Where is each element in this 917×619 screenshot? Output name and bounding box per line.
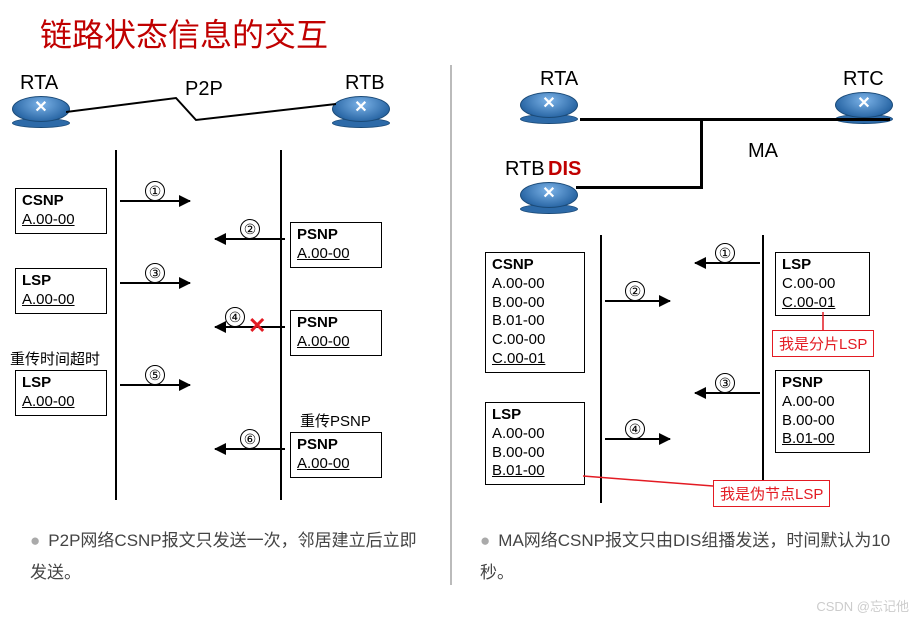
box-line: B.00-00 — [782, 412, 863, 431]
box-line: C.00-00 — [782, 275, 863, 294]
box-header: LSP — [782, 256, 863, 275]
box-line: B.00-00 — [492, 444, 578, 463]
callout-pseudo: 我是伪节点LSP — [713, 480, 830, 507]
step-6: ⑥ — [240, 429, 260, 449]
ma-drop — [700, 118, 703, 188]
box-line: A.00-00 — [22, 393, 100, 412]
box-header: CSNP — [492, 256, 578, 275]
box-psnp1-left: PSNP A.00-00 — [290, 222, 382, 268]
box-line: A.00-00 — [22, 211, 100, 230]
box-lspc-right: LSP C.00-00 C.00-01 — [775, 252, 870, 316]
timeline-dis — [600, 235, 602, 503]
box-line: A.00-00 — [297, 245, 375, 264]
callout-frag-connector — [815, 312, 845, 334]
box-header: LSP — [22, 272, 100, 291]
box-csnp-left: CSNP A.00-00 — [15, 188, 107, 234]
box-header: LSP — [22, 374, 100, 393]
box-line: C.00-01 — [492, 350, 578, 369]
label-ma: MA — [748, 140, 778, 163]
box-line: C.00-01 — [782, 294, 863, 313]
diagram-root: { "title":"链路状态信息的交互", "left":{ "routers… — [0, 0, 917, 619]
label-rta-left: RTA — [20, 72, 58, 95]
step-r3: ③ — [715, 373, 735, 393]
box-line: A.00-00 — [782, 393, 863, 412]
label-dis: DIS — [548, 158, 581, 181]
step-5: ⑤ — [145, 365, 165, 385]
ma-drop2 — [576, 186, 703, 189]
box-header: PSNP — [297, 436, 375, 455]
box-header: CSNP — [22, 192, 100, 211]
timeline-rta — [115, 150, 117, 500]
box-header: PSNP — [297, 226, 375, 245]
label-rtc-right: RTC — [843, 68, 884, 91]
box-header: LSP — [492, 406, 578, 425]
box-line: A.00-00 — [297, 455, 375, 474]
box-line: C.00-00 — [492, 331, 578, 350]
router-rtb-left: ✕ — [332, 96, 390, 134]
callout-pseudo-connector — [583, 472, 718, 492]
step-2: ② — [240, 219, 260, 239]
step-r4: ④ — [625, 419, 645, 439]
label-rta-right: RTA — [540, 68, 578, 91]
page-title: 链路状态信息的交互 — [40, 10, 328, 56]
box-lsp2-left: LSP A.00-00 — [15, 370, 107, 416]
step-4: ④ — [225, 307, 245, 327]
box-line: B.01-00 — [492, 462, 578, 481]
box-header: PSNP — [297, 314, 375, 333]
box-psnp-right: PSNP A.00-00 B.00-00 B.01-00 — [775, 370, 870, 453]
box-header: PSNP — [782, 374, 863, 393]
bullet-left: ●P2P网络CSNP报文只发送一次，邻居建立后立即发送。 — [30, 525, 430, 590]
fail-x-icon: ✕ — [248, 313, 266, 339]
box-psnp2-left: PSNP A.00-00 — [290, 310, 382, 356]
step-r1: ① — [715, 243, 735, 263]
watermark: CSDN @忘记他 — [816, 596, 909, 615]
bullet-right-text: MA网络CSNP报文只由DIS组播发送，时间默认为10秒。 — [480, 531, 890, 582]
box-line: A.00-00 — [297, 333, 375, 352]
box-lspout-right: LSP A.00-00 B.00-00 B.01-00 — [485, 402, 585, 485]
box-line: B.00-00 — [492, 294, 578, 313]
router-rta-left: ✕ — [12, 96, 70, 134]
router-rta-right: ✕ — [520, 92, 578, 130]
box-line: B.01-00 — [492, 312, 578, 331]
step-r2: ② — [625, 281, 645, 301]
box-line: B.01-00 — [782, 430, 863, 449]
retrans-psnp-label: 重传PSNP — [300, 410, 371, 431]
bullet-left-text: P2P网络CSNP报文只发送一次，邻居建立后立即发送。 — [30, 531, 417, 582]
box-line: A.00-00 — [492, 425, 578, 444]
center-divider — [450, 65, 452, 585]
box-lsp1-left: LSP A.00-00 — [15, 268, 107, 314]
callout-fragment: 我是分片LSP — [772, 330, 874, 357]
box-csnp-right: CSNP A.00-00 B.00-00 B.01-00 C.00-00 C.0… — [485, 252, 585, 373]
step-3: ③ — [145, 263, 165, 283]
label-rtb-right: RTB — [505, 158, 545, 181]
timeline-rtc — [762, 235, 764, 503]
box-line: A.00-00 — [492, 275, 578, 294]
box-line: A.00-00 — [22, 291, 100, 310]
label-rtb-left: RTB — [345, 72, 385, 95]
p2p-link-line — [66, 90, 336, 130]
step-1: ① — [145, 181, 165, 201]
bullet-right: ●MA网络CSNP报文只由DIS组播发送，时间默认为10秒。 — [480, 525, 900, 590]
router-rtb-right: ✕ — [520, 182, 578, 220]
box-psnp3-left: PSNP A.00-00 — [290, 432, 382, 478]
router-rtc-right: ✕ — [835, 92, 893, 130]
ma-bus — [580, 118, 890, 121]
retrans-timeout-label: 重传时间超时 — [10, 348, 100, 369]
